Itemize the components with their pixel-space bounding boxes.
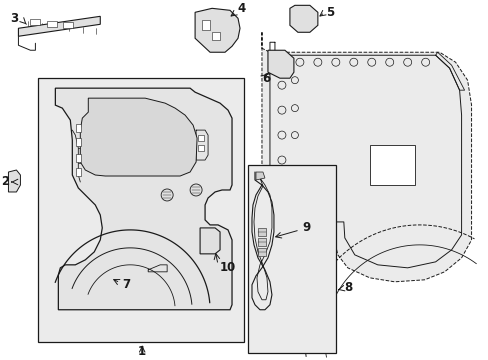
Text: 1: 1 — [138, 345, 146, 358]
Polygon shape — [200, 228, 220, 254]
Text: 6: 6 — [262, 72, 270, 85]
Polygon shape — [76, 154, 81, 162]
Polygon shape — [30, 19, 41, 25]
Circle shape — [190, 184, 202, 196]
Text: 10: 10 — [220, 261, 236, 274]
Polygon shape — [195, 8, 240, 52]
Polygon shape — [76, 138, 81, 146]
Polygon shape — [19, 16, 100, 36]
Polygon shape — [258, 248, 265, 256]
Polygon shape — [198, 135, 203, 141]
Text: 3: 3 — [10, 12, 19, 25]
Polygon shape — [39, 78, 244, 342]
Polygon shape — [198, 145, 203, 151]
Text: 7: 7 — [122, 278, 130, 291]
Polygon shape — [76, 124, 81, 132]
Polygon shape — [76, 168, 81, 176]
Polygon shape — [262, 32, 470, 282]
Polygon shape — [202, 20, 210, 30]
Text: 8: 8 — [343, 281, 351, 294]
Polygon shape — [369, 145, 414, 185]
Polygon shape — [55, 88, 231, 310]
Polygon shape — [8, 170, 20, 192]
Polygon shape — [47, 21, 57, 27]
Text: 9: 9 — [301, 221, 309, 234]
Text: 4: 4 — [237, 2, 245, 15]
Polygon shape — [289, 5, 317, 32]
Polygon shape — [258, 228, 265, 236]
Polygon shape — [255, 172, 264, 180]
Polygon shape — [258, 238, 265, 246]
Polygon shape — [247, 165, 335, 353]
Polygon shape — [63, 22, 73, 28]
Polygon shape — [80, 98, 197, 176]
Circle shape — [161, 189, 173, 201]
Polygon shape — [267, 50, 293, 78]
Text: 2: 2 — [1, 175, 9, 189]
Polygon shape — [212, 32, 220, 40]
Text: 5: 5 — [325, 6, 333, 19]
